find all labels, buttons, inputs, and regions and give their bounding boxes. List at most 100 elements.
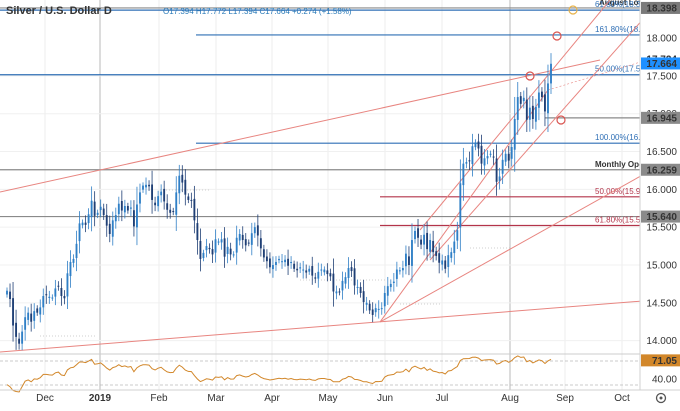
candle-149 [456, 221, 459, 250]
candle-body-137 [420, 239, 422, 245]
x-tick-label-3: Mar [207, 393, 225, 404]
candle-body-108 [332, 273, 335, 292]
candle-17 [57, 281, 60, 291]
rsi-value-label: 71.05 [652, 356, 677, 367]
candle-body-1 [9, 291, 11, 300]
candle-body-124 [380, 308, 383, 310]
candle-134 [411, 223, 413, 283]
settings-icon[interactable] [655, 392, 667, 404]
candle-120 [368, 300, 371, 314]
candle-16 [54, 279, 57, 306]
candle-46 [145, 177, 147, 195]
candle-body-68 [211, 249, 214, 255]
candle-30 [96, 209, 99, 219]
rsi-line [6, 355, 552, 393]
candle-176 [537, 80, 540, 121]
candle-171 [522, 90, 525, 109]
candle-72 [223, 227, 226, 268]
candle-157 [480, 134, 483, 175]
candle-14 [48, 290, 51, 304]
candle-158 [483, 149, 486, 175]
candle-body-60 [187, 196, 190, 200]
candle-29 [93, 191, 96, 227]
candle-2 [12, 281, 14, 342]
candle-body-90 [278, 258, 280, 261]
candle-body-157 [480, 145, 483, 164]
candle-body-168 [513, 118, 516, 150]
candle-body-133 [408, 256, 410, 265]
candle-84 [259, 230, 262, 257]
level-annotation-0: August Low [599, 0, 646, 7]
y-tick-label-2: 15.000 [646, 261, 677, 272]
candle-body-92 [284, 259, 286, 263]
candle-body-97 [299, 267, 302, 269]
candle-82 [253, 222, 256, 238]
candle-body-152 [465, 162, 468, 164]
chart-header: Silver / U.S. Dollar D O17.394 H17.772 L… [6, 5, 352, 17]
candle-body-74 [229, 248, 232, 255]
candle-body-91 [281, 261, 283, 263]
candle-32 [102, 203, 105, 220]
candle-body-77 [238, 233, 241, 241]
candle-163 [498, 167, 501, 190]
candle-69 [214, 229, 217, 263]
candle-body-61 [190, 199, 193, 201]
y-tick-label-0: 14.000 [646, 336, 677, 347]
candle-body-14 [48, 296, 51, 298]
candle-117 [359, 282, 362, 298]
candle-body-118 [362, 291, 365, 303]
price-label-16945-bg [641, 111, 680, 124]
candle-98 [302, 260, 305, 279]
candle-body-111 [341, 280, 344, 291]
candle-body-173 [528, 107, 531, 120]
candle-body-10 [36, 308, 39, 313]
marker-circle-0 [525, 71, 535, 81]
candle-body-50 [157, 196, 160, 207]
x-tick-label-0: Dec [36, 393, 54, 404]
candle-13 [45, 285, 48, 304]
candle-139 [426, 221, 429, 261]
level-annotation-2: 161.80%(18.041) [595, 25, 657, 34]
candle-body-107 [329, 273, 332, 277]
channel-ext [547, 49, 680, 91]
candle-40 [126, 202, 129, 214]
candle-144 [441, 254, 444, 271]
candle-body-82 [253, 227, 256, 234]
candle-7 [27, 307, 30, 326]
candle-body-106 [326, 270, 329, 275]
candle-body-56 [175, 192, 178, 215]
candle-22 [72, 254, 75, 268]
candle-113 [347, 257, 350, 289]
candle-body-105 [323, 269, 326, 273]
candle-6 [24, 306, 27, 341]
candle-100 [308, 265, 311, 275]
candle-130 [398, 267, 401, 275]
candle-1 [9, 283, 11, 308]
candle-138 [423, 223, 426, 256]
candle-body-145 [444, 260, 447, 269]
candle-body-169 [516, 97, 519, 120]
candle-body-70 [217, 241, 220, 243]
candle-body-94 [290, 261, 293, 264]
candle-10 [36, 305, 39, 316]
marker-circle-2 [556, 115, 566, 125]
candle-body-129 [395, 269, 398, 279]
candle-86 [265, 249, 268, 269]
level-annotation-6: Monthly Open [595, 160, 648, 169]
candle-body-21 [69, 261, 72, 277]
price-label-16259: 16.259 [646, 165, 677, 176]
candle-body-32 [102, 208, 105, 216]
candle-body-153 [468, 160, 471, 162]
candle-body-117 [359, 286, 362, 293]
candle-body-131 [401, 268, 404, 271]
candle-92 [284, 255, 286, 267]
candle-132 [404, 245, 407, 275]
candle-body-151 [462, 163, 465, 186]
candle-75 [232, 251, 235, 258]
ohlc-readout: O17.394 H17.772 L17.394 C17.664 +0.274 (… [163, 7, 352, 16]
candle-body-72 [223, 238, 226, 257]
candle-body-39 [123, 205, 126, 213]
price-label-august-low: 18.398 [646, 3, 677, 14]
candle-151 [462, 147, 465, 201]
candle-body-142 [435, 251, 438, 256]
